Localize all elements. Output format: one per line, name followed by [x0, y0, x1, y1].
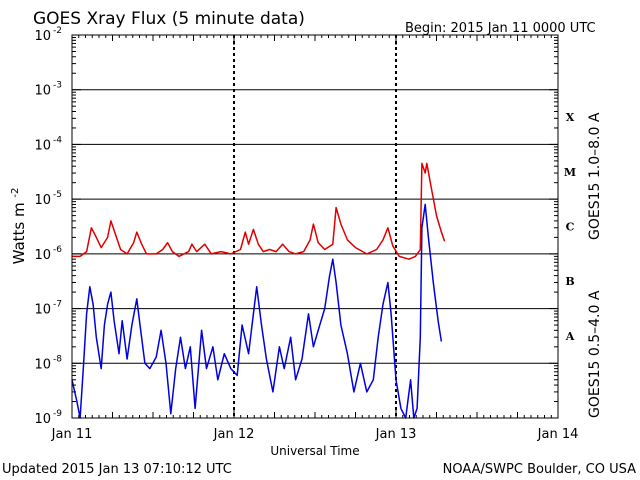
series-line-2	[71, 203, 443, 419]
y-tick-label: 10	[34, 29, 51, 44]
flare-class-label: A	[565, 330, 575, 343]
y-tick-exponent: -3	[53, 81, 62, 91]
y-tick-exponent: -9	[53, 409, 62, 419]
y-tick-exponent: -2	[53, 26, 62, 36]
flare-class-label: C	[566, 221, 575, 234]
y-tick-label: 10	[34, 193, 51, 208]
x-tick-label: Jan 14	[537, 427, 579, 442]
x-axis-label: Universal Time	[270, 444, 359, 458]
x-axis-ticks: Jan 11 Jan 12 Jan 13 Jan 14	[51, 35, 579, 442]
y-axis-label: Watts m -2	[10, 188, 28, 265]
y-tick-exponent: -8	[53, 354, 62, 364]
flare-class-label: M	[564, 166, 576, 179]
data-source: NOAA/SWPC Boulder, CO USA	[443, 462, 636, 477]
y-tick-label: 10	[34, 248, 51, 263]
chart-title: GOES Xray Flux (5 minute data)	[33, 9, 305, 29]
flare-class-labels: X M C B A	[564, 111, 576, 343]
y-tick-label: 10	[34, 357, 51, 372]
series-line-1	[72, 162, 446, 260]
svg-text:Watts m -2: Watts m -2	[10, 188, 28, 265]
legend-series-1-label: GOES15 1.0–8.0 A	[587, 112, 603, 240]
x-tick-label: Jan 12	[213, 427, 255, 442]
plot-frame	[71, 34, 559, 419]
y-tick-exponent: -7	[53, 300, 62, 310]
updated-timestamp: Updated 2015 Jan 13 07:10:12 UTC	[2, 462, 232, 477]
y-tick-label: 10	[34, 138, 51, 153]
y-axis-label-exponent: -2	[10, 188, 21, 198]
legend-series-2: GOES15 0.5–4.0 A	[587, 290, 603, 418]
x-tick-label: Jan 11	[51, 427, 93, 442]
y-tick-exponent: -5	[53, 190, 62, 200]
y-tick-label: 10	[34, 303, 51, 318]
flare-class-label: B	[565, 275, 574, 288]
legend-series-1: GOES15 1.0–8.0 A	[587, 112, 603, 240]
y-tick-label: 10	[34, 84, 51, 99]
y-axis-label-text: Watts m	[10, 202, 28, 264]
flare-class-label: X	[566, 111, 575, 124]
legend-series-2-label: GOES15 0.5–4.0 A	[587, 290, 603, 418]
begin-label: Begin: 2015 Jan 11 0000 UTC	[405, 21, 596, 36]
x-tick-label: Jan 13	[375, 427, 417, 442]
y-tick-exponent: -4	[53, 135, 62, 145]
y-tick-label: 10	[34, 412, 51, 427]
series-layer	[71, 162, 446, 419]
y-tick-exponent: -6	[53, 245, 62, 255]
